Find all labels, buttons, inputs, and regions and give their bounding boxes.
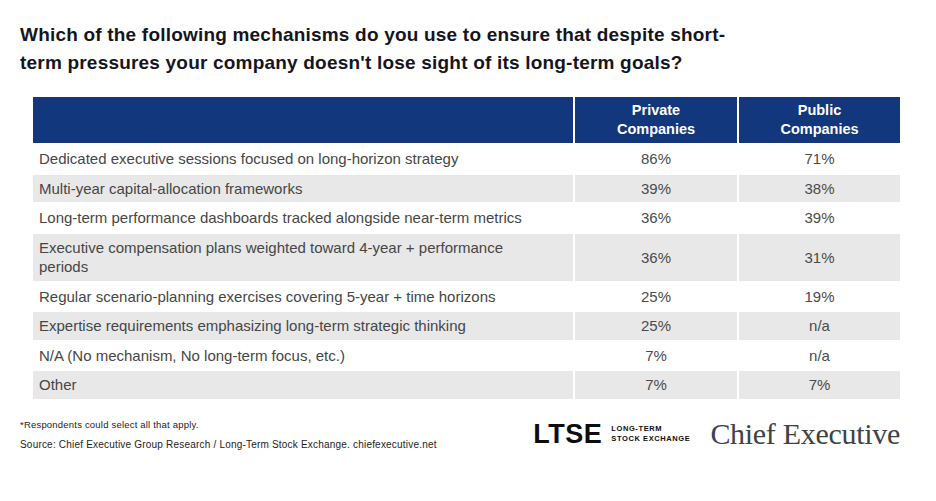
private-value: 25%: [575, 283, 737, 311]
public-value: 31%: [739, 234, 900, 281]
row-label: Other: [33, 371, 573, 399]
table-row: Executive compensation plans weighted to…: [33, 234, 900, 281]
private-value: 7%: [575, 371, 737, 399]
page-title: Which of the following mechanisms do you…: [20, 21, 916, 77]
table-row: N/A (No mechanism, No long-term focus, e…: [33, 342, 900, 370]
footer: *Respondents could select all that apply…: [20, 419, 900, 450]
private-value: 36%: [575, 234, 737, 281]
row-label: N/A (No mechanism, No long-term focus, e…: [33, 342, 573, 370]
ltse-tagline-line1: LONG-TERM: [611, 424, 662, 433]
public-value: n/a: [739, 342, 900, 370]
table-row: Multi-year capital-allocation frameworks…: [33, 175, 900, 203]
table-row: Regular scenario-planning exercises cove…: [33, 283, 900, 311]
ltse-wordmark: LTSE: [533, 421, 602, 448]
row-label: Regular scenario-planning exercises cove…: [33, 283, 573, 311]
table-row: Expertise requirements emphasizing long-…: [33, 312, 900, 340]
public-value: 39%: [739, 204, 900, 232]
public-value: 7%: [739, 371, 900, 399]
public-value: n/a: [739, 312, 900, 340]
private-value: 39%: [575, 175, 737, 203]
page-title-line2: term pressures your company doesn't lose…: [20, 49, 916, 77]
footnote: *Respondents could select all that apply…: [20, 419, 437, 430]
ltse-logo: LTSE LONG-TERM STOCK EXCHANGE: [533, 421, 690, 448]
footer-logos: LTSE LONG-TERM STOCK EXCHANGE Chief Exec…: [533, 419, 900, 449]
row-label: Multi-year capital-allocation frameworks: [33, 175, 573, 203]
source-line: Source: Chief Executive Group Research /…: [20, 439, 437, 450]
ltse-tagline-line2: STOCK EXCHANGE: [611, 434, 690, 443]
ltse-tagline: LONG-TERM STOCK EXCHANGE: [611, 424, 690, 445]
header-cell-public-companies: Public Companies: [739, 97, 900, 143]
page-title-line1: Which of the following mechanisms do you…: [20, 21, 916, 49]
row-label: Expertise requirements emphasizing long-…: [33, 312, 573, 340]
header-cell-empty: [33, 97, 573, 143]
chief-executive-logo: Chief Executive: [710, 419, 900, 449]
footer-notes: *Respondents could select all that apply…: [20, 419, 437, 450]
row-label: Long-term performance dashboards tracked…: [33, 204, 573, 232]
public-value: 71%: [739, 145, 900, 173]
private-value: 7%: [575, 342, 737, 370]
private-value: 86%: [575, 145, 737, 173]
table-row: Dedicated executive sessions focused on …: [33, 145, 900, 173]
header-cell-private-companies: Private Companies: [575, 97, 737, 143]
table-header-row: Private Companies Public Companies: [33, 97, 900, 143]
private-value: 25%: [575, 312, 737, 340]
private-value: 36%: [575, 204, 737, 232]
survey-results-table: Private Companies Public Companies Dedic…: [33, 97, 900, 399]
table-row: Long-term performance dashboards tracked…: [33, 204, 900, 232]
public-value: 38%: [739, 175, 900, 203]
row-label: Executive compensation plans weighted to…: [33, 234, 573, 281]
header-label-public: Public Companies: [772, 101, 867, 139]
header-label-private: Private Companies: [609, 101, 704, 139]
public-value: 19%: [739, 283, 900, 311]
row-label: Dedicated executive sessions focused on …: [33, 145, 573, 173]
table-row: Other 7% 7%: [33, 371, 900, 399]
